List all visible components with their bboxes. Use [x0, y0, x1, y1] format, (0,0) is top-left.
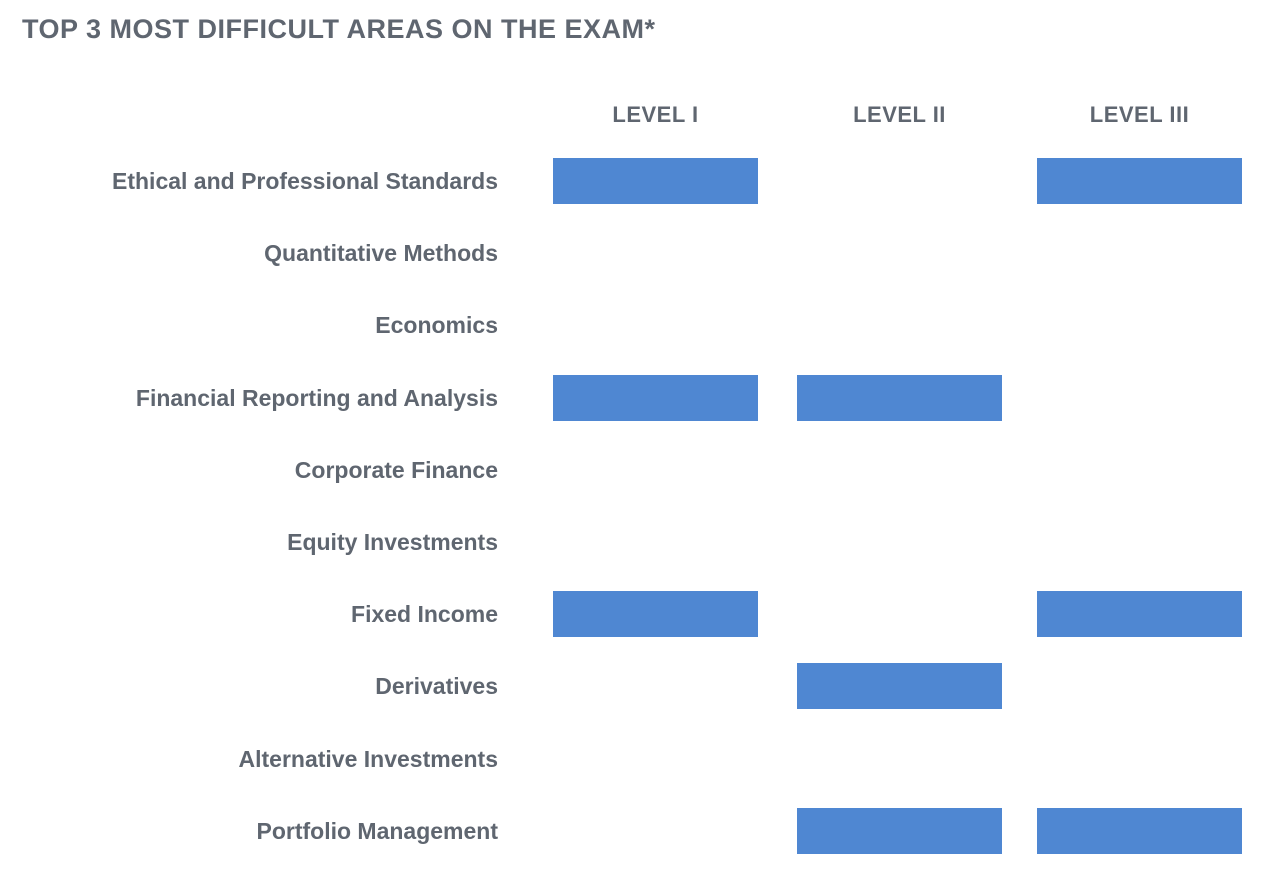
- row-label: Corporate Finance: [294, 456, 498, 483]
- row-label: Alternative Investments: [238, 745, 498, 772]
- bar-row-4-level-2: [797, 374, 1002, 421]
- row-label: Ethical and Professional Standards: [112, 168, 498, 194]
- row-label: Equity Investments: [287, 529, 498, 555]
- bar-row-7-level-3: [1037, 591, 1242, 638]
- bar-row-8-level-2: [797, 663, 1002, 710]
- column-header-level-2: LEVEL II: [853, 102, 946, 127]
- row-label: Economics: [375, 312, 498, 339]
- row-label: Quantitative Methods: [264, 240, 498, 267]
- bar-row-4-level-1: [553, 374, 758, 421]
- row-label: Fixed Income: [351, 601, 498, 628]
- bar-row-1-level-1: [553, 158, 758, 204]
- chart-title: TOP 3 MOST DIFFICULT AREAS ON THE EXAM*: [22, 14, 656, 44]
- row-label: Financial Reporting and Analysis: [135, 384, 498, 411]
- column-header-level-3: LEVEL III: [1089, 102, 1190, 127]
- bar-row-10-level-2: [797, 807, 1002, 854]
- row-label: Derivatives: [375, 673, 498, 700]
- bar-row-1-level-3: [1037, 158, 1242, 204]
- bar-row-7-level-1: [553, 591, 758, 638]
- row-label: Portfolio Management: [256, 817, 498, 844]
- bar-row-10-level-3: [1037, 807, 1242, 854]
- column-header-level-1: LEVEL I: [612, 102, 699, 127]
